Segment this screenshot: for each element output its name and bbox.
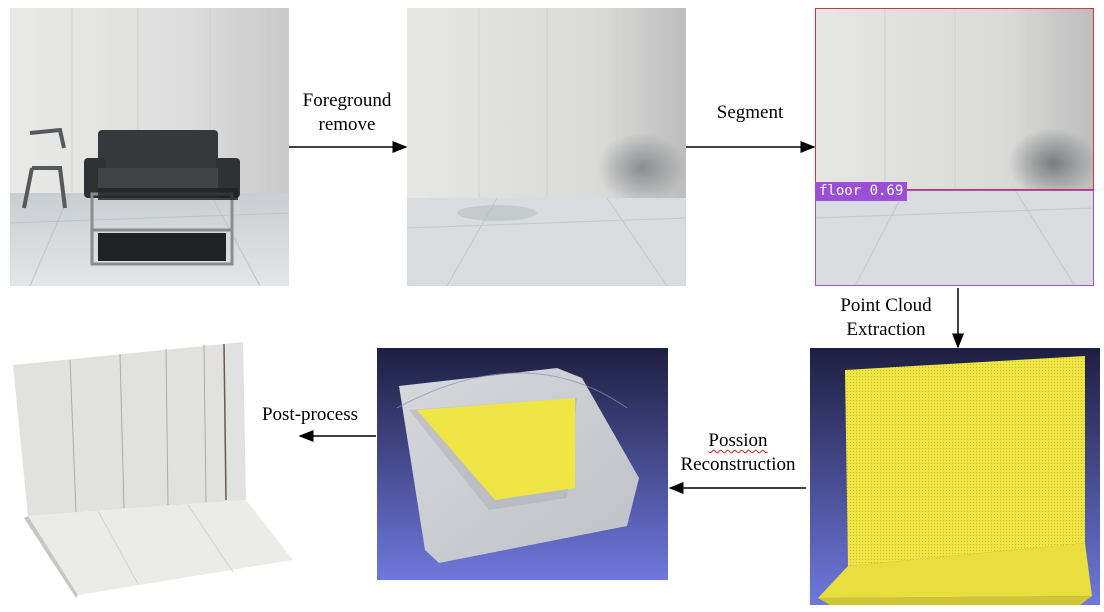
step-foreground-remove-line1: Foreground [302,90,392,111]
step-point-cloud-line2: Extraction [846,319,926,340]
step-possion-line2: Reconstruction [680,454,796,475]
step-possion: Possion Reconstruction [670,429,806,477]
segmentation-photo: floor 0.69 [815,8,1094,286]
segment-badge: floor 0.69 [815,182,908,201]
post-processed-mesh [8,340,298,600]
step-foreground-remove-line2: remove [318,114,376,135]
foreground-removed-photo [407,8,686,286]
original-photo [10,8,289,286]
step-post-process: Post-process [261,404,359,425]
step-foreground-remove: Foreground remove [294,89,400,137]
step-possion-line1: Possion [708,430,768,451]
reconstruction-render [377,348,668,580]
point-cloud-render [810,348,1100,605]
step-segment: Segment [716,102,784,123]
step-point-cloud-line1: Point Cloud [840,295,932,316]
step-point-cloud: Point Cloud Extraction [826,294,946,342]
